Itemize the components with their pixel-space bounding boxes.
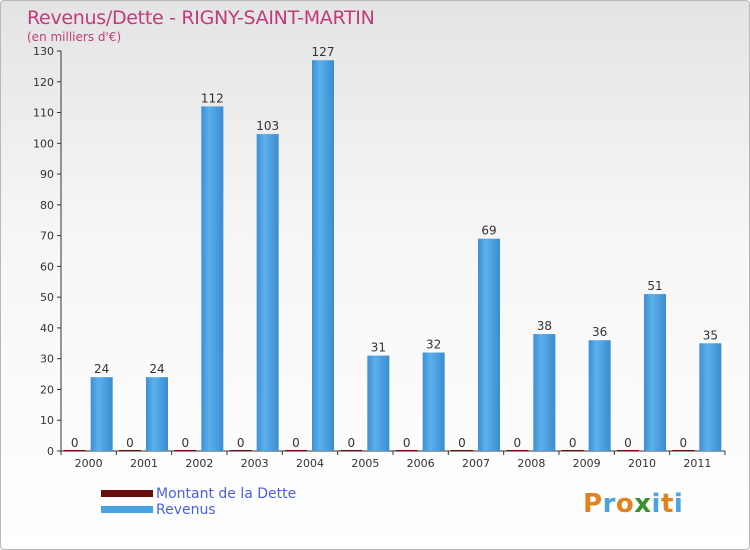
bar-dette — [561, 450, 584, 451]
legend-label-dette: Montant de la Dette — [156, 486, 297, 502]
x-tick-label: 2002 — [185, 457, 213, 470]
bar-dette — [506, 450, 529, 451]
data-label-dette: 0 — [71, 436, 79, 450]
logo-letter: i — [651, 489, 661, 519]
bar-dette — [340, 450, 363, 451]
data-label-revenus: 69 — [481, 224, 496, 238]
x-tick-label: 2000 — [75, 457, 103, 470]
logo-letter: x — [634, 489, 652, 519]
legend-swatch-dette — [101, 490, 153, 497]
data-label-revenus: 103 — [256, 119, 279, 133]
y-tick-label: 110 — [33, 107, 54, 120]
bar-revenus — [201, 106, 224, 451]
data-label-revenus: 35 — [703, 328, 718, 342]
bar-revenus — [367, 355, 390, 451]
y-tick-label: 100 — [33, 137, 54, 150]
data-label-dette: 0 — [403, 436, 411, 450]
data-label-dette: 0 — [292, 436, 300, 450]
x-tick-label: 2005 — [351, 457, 379, 470]
x-tick-label: 2006 — [407, 457, 435, 470]
y-tick-label: 90 — [40, 168, 54, 181]
data-label-dette: 0 — [182, 436, 190, 450]
data-label-dette: 0 — [680, 436, 688, 450]
bar-dette — [617, 450, 639, 451]
y-tick-label: 80 — [40, 199, 54, 212]
x-tick-label: 2004 — [296, 457, 324, 470]
bar-revenus — [90, 377, 113, 451]
data-label-revenus: 38 — [537, 319, 552, 333]
bar-revenus — [312, 60, 334, 451]
bar-dette — [395, 450, 418, 451]
data-label-dette: 0 — [458, 436, 466, 450]
data-label-revenus: 51 — [647, 279, 662, 293]
y-tick-label: 70 — [40, 230, 54, 243]
bar-dette — [119, 450, 141, 451]
y-tick-label: 0 — [47, 445, 54, 458]
y-tick-label: 10 — [40, 414, 54, 427]
x-tick-label: 2003 — [241, 457, 269, 470]
y-tick-label: 40 — [40, 322, 54, 335]
bar-dette — [174, 450, 197, 451]
data-label-revenus: 112 — [201, 91, 224, 105]
x-tick-label: 2011 — [683, 457, 711, 470]
data-label-dette: 0 — [348, 436, 356, 450]
logo-letter: t — [660, 489, 674, 519]
bar-revenus — [422, 352, 445, 451]
bar-dette — [285, 450, 307, 451]
x-tick-label: 2010 — [628, 457, 656, 470]
bar-revenus — [588, 340, 611, 451]
logo-letter: P — [583, 489, 603, 519]
proxiti-logo: Proxiti — [583, 489, 683, 519]
x-tick-label: 2009 — [573, 457, 601, 470]
y-tick-label: 20 — [40, 383, 54, 396]
bar-dette — [229, 450, 252, 451]
bar-revenus — [644, 294, 666, 451]
bar-revenus — [533, 334, 556, 451]
data-label-dette: 0 — [237, 436, 245, 450]
legend-swatch-revenus — [101, 506, 153, 513]
bar-dette — [451, 450, 473, 451]
bar-chart: 0 10 20 30 40 50 60 70 80 90 100 110 120 130 0 24 2000 0 2… — [33, 45, 726, 470]
legend-label-revenus: Revenus — [156, 502, 216, 518]
data-label-revenus: 31 — [371, 341, 386, 355]
x-tick-label: 2001 — [130, 457, 158, 470]
data-label-revenus: 24 — [94, 362, 109, 376]
bar-dette — [63, 450, 86, 451]
data-label-dette: 0 — [569, 436, 577, 450]
bar-revenus — [146, 377, 168, 451]
bar-dette — [672, 450, 695, 451]
y-tick-label: 30 — [40, 353, 54, 366]
data-label-revenus: 24 — [149, 362, 164, 376]
logo-letter: r — [602, 489, 616, 519]
x-tick-label: 2008 — [517, 457, 545, 470]
chart-subtitle: (en milliers d'€) — [27, 30, 122, 44]
chart-title: Revenus/Dette - RIGNY-SAINT-MARTIN — [27, 7, 375, 29]
data-label-revenus: 36 — [592, 325, 607, 339]
y-tick-label: 130 — [33, 45, 54, 58]
data-label-dette: 0 — [126, 436, 134, 450]
logo-letter: i — [673, 489, 684, 519]
data-label-revenus: 127 — [312, 45, 335, 59]
data-label-dette: 0 — [624, 436, 632, 450]
data-label-dette: 0 — [514, 436, 522, 450]
bar-revenus — [256, 134, 279, 452]
bar-revenus — [699, 343, 722, 451]
data-label-revenus: 32 — [426, 338, 441, 352]
y-tick-label: 120 — [33, 76, 54, 89]
y-tick-label: 60 — [40, 260, 54, 273]
y-tick-label: 50 — [40, 291, 54, 304]
x-tick-label: 2007 — [462, 457, 490, 470]
logo-letter: o — [615, 489, 635, 519]
bar-revenus — [478, 238, 500, 451]
